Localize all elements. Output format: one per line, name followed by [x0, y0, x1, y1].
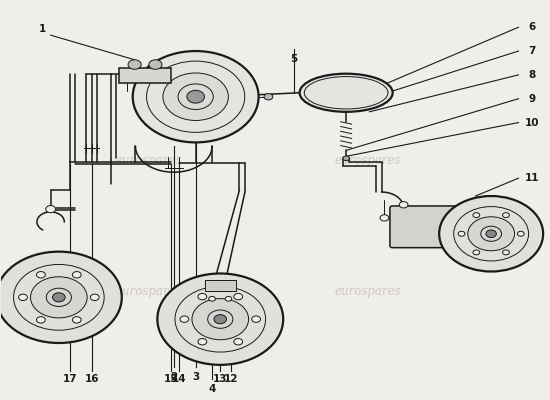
Text: 4: 4 [208, 384, 216, 394]
Ellipse shape [304, 76, 388, 109]
Circle shape [234, 338, 243, 345]
Text: eurospares: eurospares [335, 154, 402, 167]
Circle shape [503, 213, 509, 218]
Circle shape [473, 250, 480, 255]
Circle shape [198, 294, 207, 300]
Circle shape [146, 61, 245, 132]
Circle shape [518, 231, 524, 236]
Circle shape [468, 217, 515, 251]
Circle shape [234, 294, 243, 300]
Text: 17: 17 [63, 374, 77, 384]
Circle shape [128, 60, 141, 69]
Circle shape [19, 294, 28, 300]
Circle shape [53, 293, 65, 302]
Circle shape [46, 206, 56, 213]
Text: 6: 6 [529, 22, 536, 32]
Text: 13: 13 [213, 374, 228, 384]
Text: 1: 1 [39, 24, 46, 34]
Circle shape [399, 202, 408, 208]
Text: 14: 14 [172, 374, 186, 384]
Text: 15: 15 [164, 374, 178, 384]
Circle shape [264, 94, 273, 100]
Circle shape [163, 73, 228, 120]
Text: 16: 16 [85, 374, 99, 384]
Circle shape [473, 213, 480, 218]
Circle shape [157, 274, 283, 365]
Text: eurospares: eurospares [116, 285, 183, 298]
Circle shape [214, 314, 227, 324]
FancyBboxPatch shape [390, 206, 475, 248]
Circle shape [192, 299, 249, 340]
Bar [119, 68, 171, 83]
Ellipse shape [300, 74, 393, 112]
Circle shape [31, 277, 87, 318]
Text: 10: 10 [525, 118, 540, 128]
Circle shape [486, 230, 496, 238]
Circle shape [73, 317, 81, 323]
Text: 11: 11 [525, 173, 540, 183]
Circle shape [225, 296, 232, 301]
Circle shape [503, 250, 509, 255]
Circle shape [149, 60, 162, 69]
Circle shape [458, 231, 465, 236]
Circle shape [36, 317, 45, 323]
Circle shape [175, 286, 266, 352]
Text: 2: 2 [170, 372, 178, 382]
Circle shape [180, 316, 189, 322]
Circle shape [90, 294, 99, 300]
Circle shape [0, 252, 122, 343]
Circle shape [178, 84, 213, 110]
Circle shape [46, 288, 72, 306]
Circle shape [208, 310, 233, 328]
Circle shape [343, 156, 349, 161]
Circle shape [252, 316, 261, 322]
Circle shape [73, 272, 81, 278]
Circle shape [481, 226, 502, 241]
Circle shape [439, 196, 543, 272]
Circle shape [36, 272, 45, 278]
Text: 9: 9 [529, 94, 536, 104]
Bar [205, 280, 235, 291]
Circle shape [209, 296, 216, 301]
Text: 5: 5 [290, 54, 298, 64]
Text: 8: 8 [529, 70, 536, 80]
Text: eurospares: eurospares [116, 154, 183, 167]
Circle shape [380, 215, 389, 221]
Circle shape [454, 206, 529, 261]
Circle shape [198, 338, 207, 345]
Circle shape [187, 90, 205, 103]
Text: 12: 12 [224, 374, 239, 384]
Circle shape [14, 264, 104, 330]
Text: 3: 3 [192, 372, 199, 382]
Text: 7: 7 [529, 46, 536, 56]
Circle shape [133, 51, 258, 142]
Text: eurospares: eurospares [335, 285, 402, 298]
